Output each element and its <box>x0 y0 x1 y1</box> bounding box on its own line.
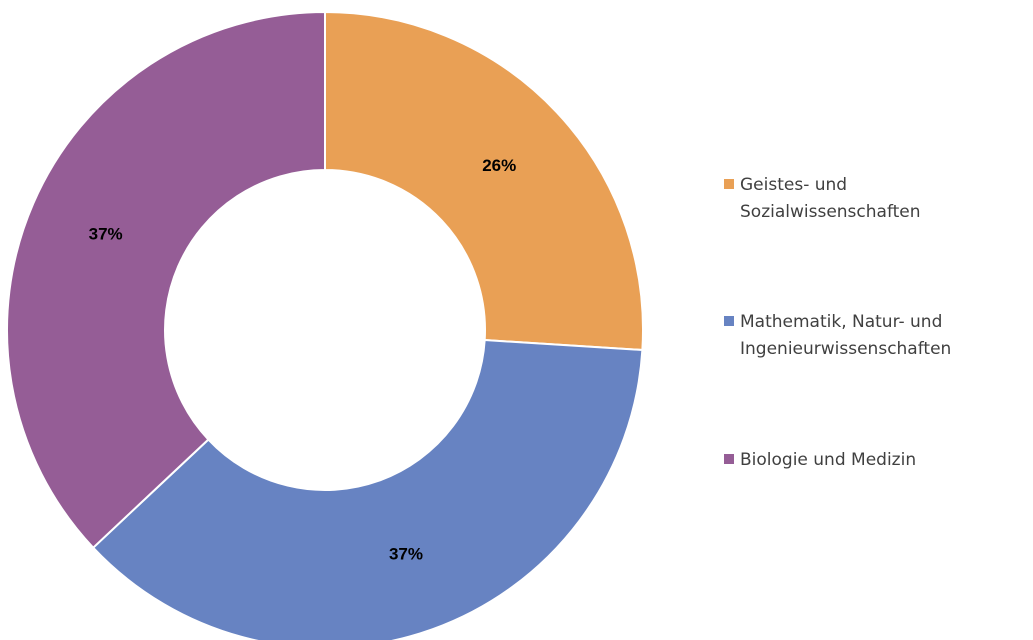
donut-slices <box>6 10 644 640</box>
slice-3 <box>6 10 326 550</box>
legend-label-3-line-1: Biologie und Medizin <box>740 450 916 470</box>
data-label-2: 37% <box>389 544 423 563</box>
legend-label-2-line-2: Ingenieurwissenschaften <box>740 339 951 359</box>
legend: Geistes- und Sozialwissenschaften Mathemat… <box>724 175 951 470</box>
legend-label-1-line-1: Geistes- und <box>740 175 847 195</box>
legend-item-2: Mathematik, Natur- und Ingenieurwissensch… <box>724 312 951 359</box>
legend-label-1-line-2: Sozialwissenschaften <box>740 202 921 222</box>
slice-1 <box>324 10 644 352</box>
slice-2 <box>91 338 644 640</box>
legend-swatch-2 <box>724 316 734 326</box>
data-label-1: 26% <box>482 156 516 175</box>
legend-item-1: Geistes- und Sozialwissenschaften <box>724 175 921 222</box>
data-labels: 26% 37% 37% <box>89 156 517 563</box>
legend-swatch-1 <box>724 179 734 189</box>
data-label-3: 37% <box>89 225 123 244</box>
legend-swatch-3 <box>724 454 734 464</box>
legend-label-2-line-1: Mathematik, Natur- und <box>740 312 942 332</box>
legend-item-3: Biologie und Medizin <box>724 450 916 470</box>
